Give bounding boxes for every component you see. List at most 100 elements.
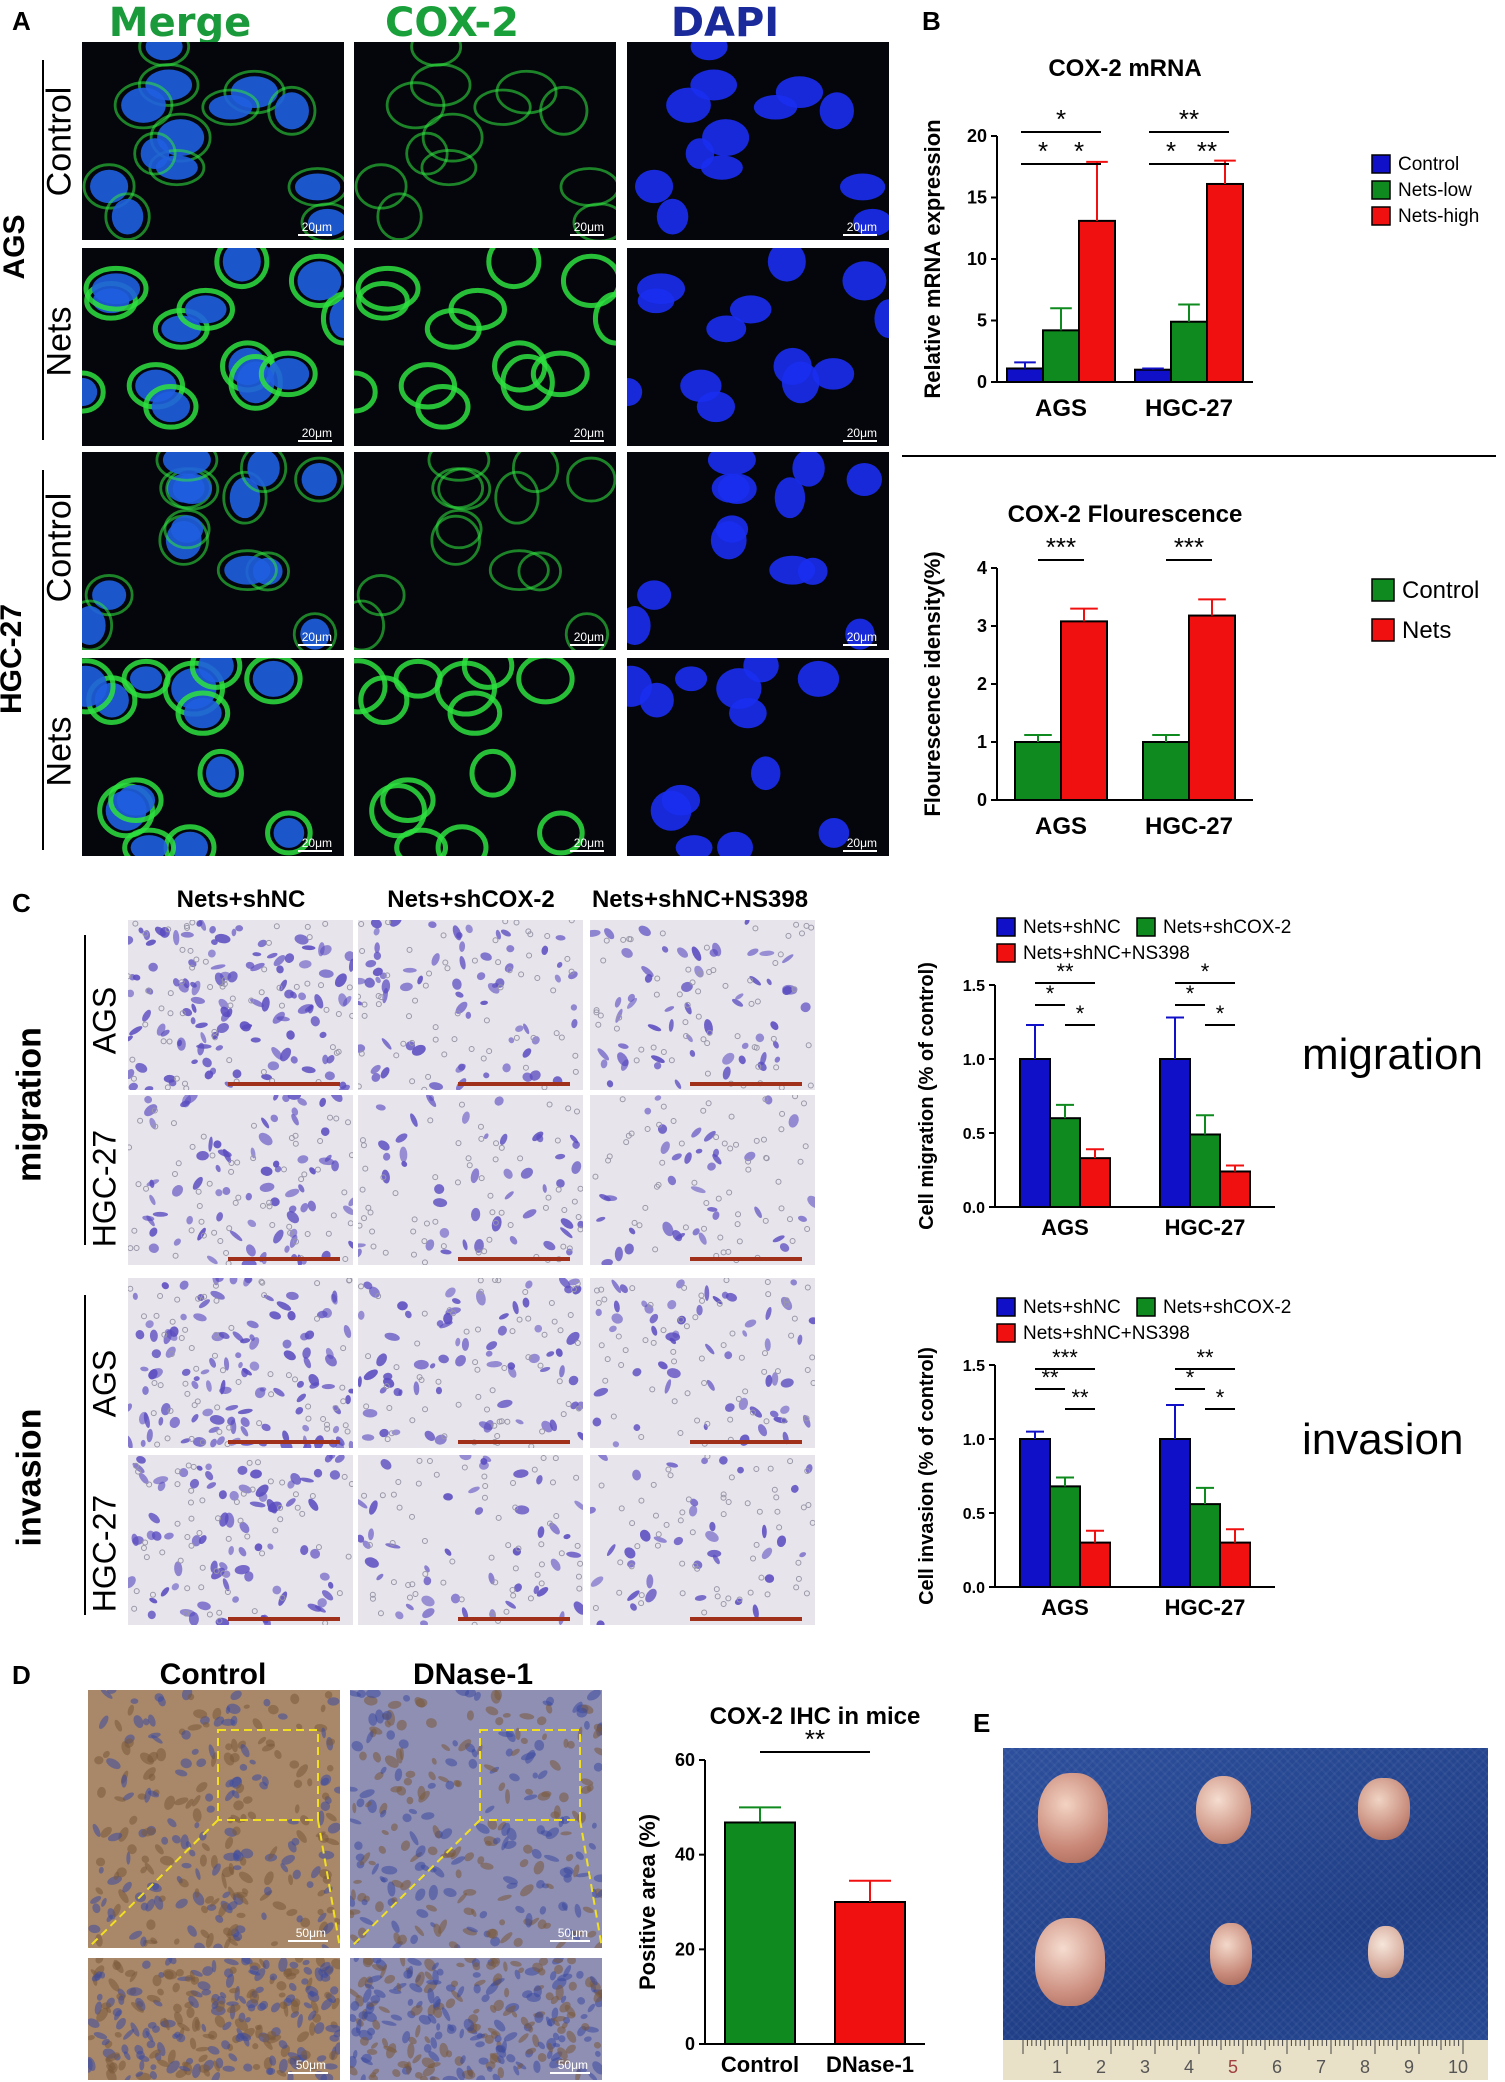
ruler-number: 4 <box>1184 2057 1194 2077</box>
row-label-control-1: Control <box>40 86 79 197</box>
scale-bar <box>570 850 604 852</box>
scale-bar <box>843 234 877 236</box>
significance-label: * <box>1216 1385 1225 1410</box>
legend-swatch <box>996 917 1016 937</box>
legend-label: Nets+shNC+NS398 <box>1023 1323 1190 1344</box>
x-category-label: HGC-27 <box>1165 1215 1246 1240</box>
ruler-number: 1 <box>1052 2057 1062 2077</box>
scale-bar-label: 20μm <box>846 426 877 440</box>
x-category-label: HGC-27 <box>1145 813 1233 840</box>
legend-swatch <box>996 1297 1016 1317</box>
fluorescence-image: 20μm <box>82 452 344 650</box>
bar <box>834 1901 906 2045</box>
legend-swatch <box>1371 154 1391 174</box>
legend-label: Nets <box>1402 617 1451 644</box>
legend-label: Nets+shNC <box>1023 917 1121 938</box>
row-label-nets-1: Nets <box>40 306 79 377</box>
bracket-line-migration <box>84 935 86 1245</box>
ruler-number: 2 <box>1096 2057 1106 2077</box>
fluorescence-image: 20μm <box>627 658 889 856</box>
col-header-cox2: COX-2 <box>385 0 519 46</box>
bar <box>1189 1133 1221 1208</box>
legend-label: Nets-high <box>1398 206 1479 227</box>
transwell-image <box>128 920 353 1090</box>
significance-label: * <box>1046 981 1055 1006</box>
bar <box>724 1821 796 2045</box>
scale-bar-label: 20μm <box>846 836 877 850</box>
significance-label: ** <box>1179 104 1199 134</box>
transwell-image <box>358 1455 583 1625</box>
significance-label: ** <box>1056 959 1074 984</box>
legend-swatch <box>996 943 1016 963</box>
ruler-number: 9 <box>1404 2057 1414 2077</box>
bar <box>1006 367 1044 384</box>
col-header-ihc-dnase1: DNase-1 <box>412 1658 534 1691</box>
bar <box>1159 1438 1191 1588</box>
tumor-specimen <box>1038 1773 1108 1863</box>
legend-swatch <box>1136 1297 1156 1317</box>
significance-label: * <box>1038 136 1048 166</box>
fluorescence-image: 20μm <box>82 248 344 446</box>
significance-label: * <box>1201 959 1210 984</box>
legend-swatch <box>1136 917 1156 937</box>
significance-label: * <box>1056 104 1066 134</box>
transwell-image <box>128 1095 353 1265</box>
tumor-specimen <box>1210 1923 1252 1985</box>
scale-bar <box>298 440 332 442</box>
scale-bar <box>570 644 604 646</box>
bar <box>1219 1541 1251 1589</box>
ruler-number: 3 <box>1140 2057 1150 2077</box>
y-tick-label: 1.0 <box>963 1052 985 1069</box>
group-label-migration: migration <box>10 1027 49 1182</box>
fluorescence-image: 20μm <box>354 452 616 650</box>
bar <box>1014 741 1062 801</box>
scale-bar-label: 20μm <box>301 630 332 644</box>
fluorescence-image: 20μm <box>354 658 616 856</box>
scale-bar <box>570 440 604 442</box>
col-header-ihc-control: Control <box>159 1658 267 1691</box>
row-label-hgc27-invasion: HGC-27 <box>86 1494 123 1613</box>
y-tick-label: 15 <box>967 188 987 208</box>
tumor-specimen <box>1196 1776 1251 1844</box>
bracket-line-hgc27 <box>42 470 44 850</box>
significance-label: *** <box>1052 1345 1078 1370</box>
x-category-label: DNase-1 <box>826 2052 914 2077</box>
col-header-dapi: DAPI <box>670 0 780 46</box>
bar <box>1049 1485 1081 1588</box>
bar <box>1019 1438 1051 1588</box>
chart-title: COX-2 IHC in mice <box>710 1703 921 1730</box>
y-axis-label: Cell invasion (% of control) <box>916 1347 938 1605</box>
legend-swatch <box>996 1323 1016 1343</box>
significance-label: * <box>1186 981 1195 1006</box>
row-label-ags-migration: AGS <box>86 986 123 1055</box>
ruler-number: 7 <box>1316 2057 1326 2077</box>
x-category-label: HGC-27 <box>1165 1595 1246 1620</box>
panel-letter-c: C <box>12 888 31 918</box>
y-tick-label: 60 <box>675 1750 695 1770</box>
y-axis-label: Positive area (%) <box>635 1814 660 1990</box>
y-tick-label: 0 <box>977 372 987 392</box>
fluorescence-image: 20μm <box>627 248 889 446</box>
significance-label: ** <box>1196 1345 1214 1370</box>
bar <box>1159 1058 1191 1208</box>
scale-bar-label: 20μm <box>573 836 604 850</box>
scale-bar-label: 50μm <box>557 1926 588 1940</box>
chart-cox2-ihc: COX-2 IHC in mice Positive area (%) 0 20 40 6… <box>635 1703 925 2077</box>
bar <box>1019 1058 1051 1208</box>
fluorescence-image: 20μm <box>82 42 344 240</box>
bar <box>1142 741 1190 801</box>
col-header-nets-shnc-ns398: Nets+shNC+NS398 <box>591 886 809 913</box>
x-category-label: HGC-27 <box>1145 395 1233 422</box>
group-label-hgc27: HGC-27 <box>0 603 28 715</box>
side-word-invasion: invasion <box>1302 1415 1464 1464</box>
y-tick-label: 40 <box>675 1845 695 1865</box>
legend-label: Nets+shCOX-2 <box>1163 1297 1291 1318</box>
bar <box>1060 620 1108 801</box>
x-category-label: AGS <box>1035 813 1087 840</box>
scale-bar <box>843 644 877 646</box>
scale-bar-label: 20μm <box>846 630 877 644</box>
scale-bar-label: 50μm <box>295 1926 326 1940</box>
fluorescence-image: 20μm <box>82 658 344 856</box>
scale-bar <box>298 644 332 646</box>
scale-bar-label: 20μm <box>573 426 604 440</box>
